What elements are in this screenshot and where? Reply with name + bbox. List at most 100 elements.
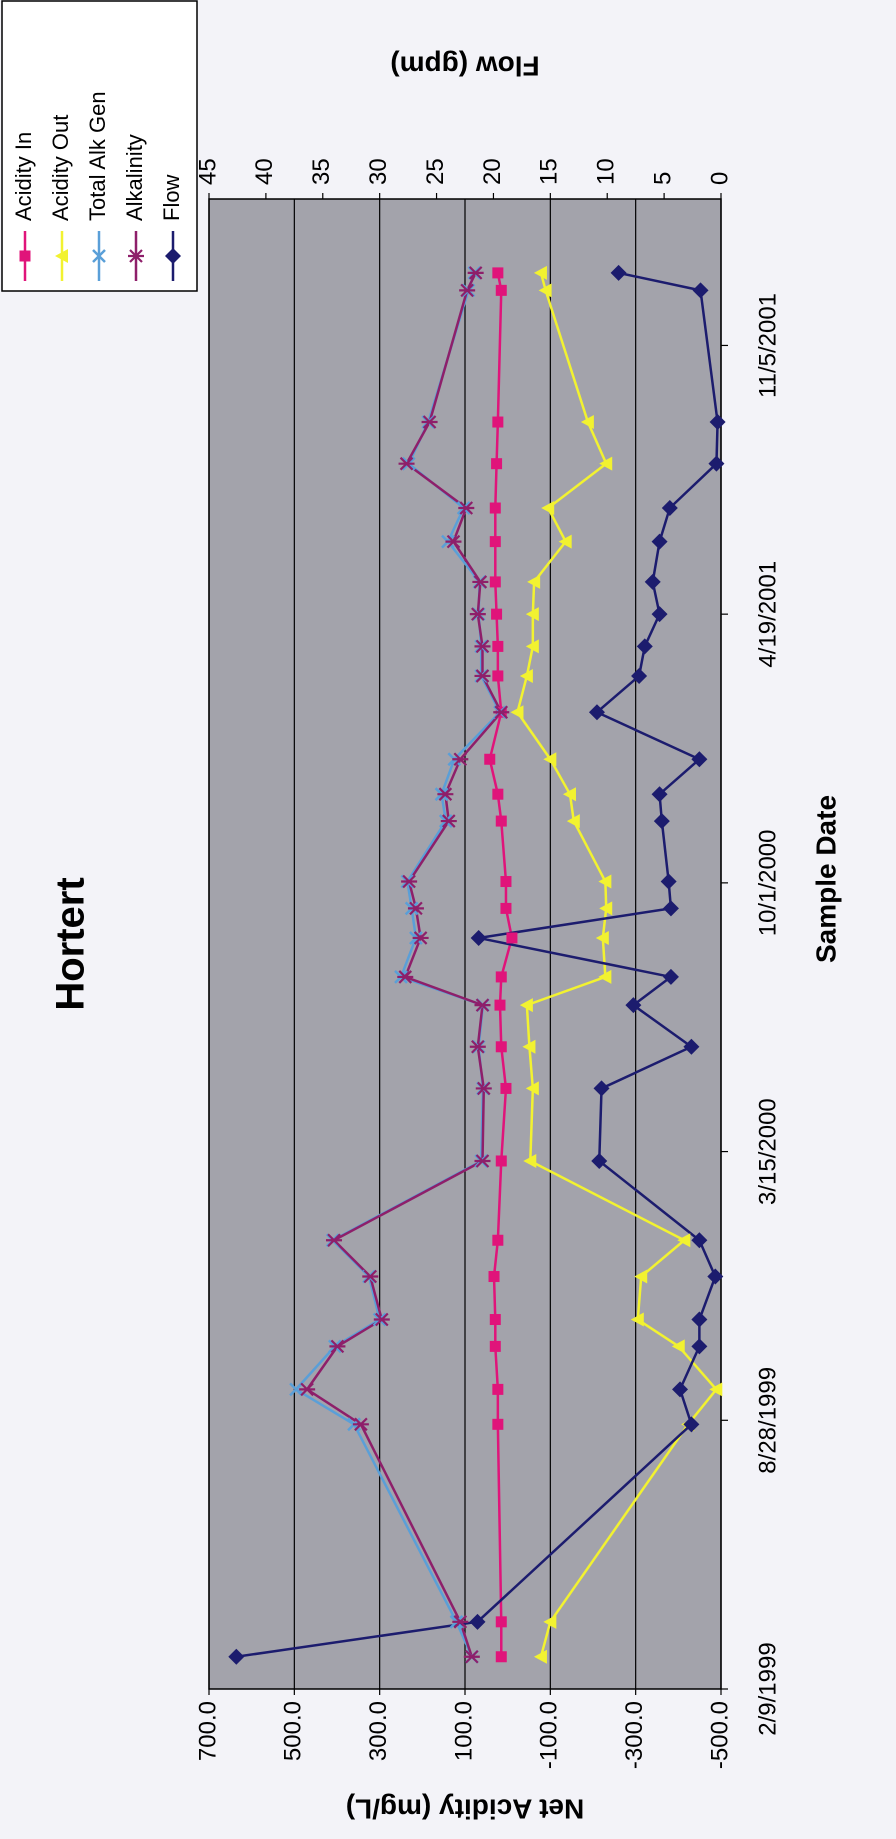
y-tick-label: 300.0 xyxy=(365,1701,392,1761)
y2-tick-label: 5 xyxy=(649,172,676,185)
data-marker xyxy=(651,606,668,623)
data-marker xyxy=(527,574,541,589)
x-axis-title: Sample Date xyxy=(810,795,841,963)
data-marker xyxy=(472,575,489,589)
data-marker xyxy=(543,752,557,767)
data-marker xyxy=(474,639,491,654)
data-marker xyxy=(533,1649,547,1664)
data-marker xyxy=(401,874,418,889)
y-axis-title: Net Acidity (mg/L) xyxy=(346,1794,585,1825)
data-marker xyxy=(525,607,539,622)
legend-label: Acidity Out xyxy=(48,115,73,221)
data-marker xyxy=(519,668,533,683)
data-marker xyxy=(475,1081,492,1096)
y2-tick-label: 10 xyxy=(593,158,620,185)
y2-tick-label: 0 xyxy=(706,172,733,185)
data-marker xyxy=(495,1651,507,1663)
data-marker xyxy=(495,1155,507,1167)
y-tick-label: -300.0 xyxy=(621,1701,648,1769)
y-tick-label: 100.0 xyxy=(450,1701,477,1761)
data-marker xyxy=(644,573,661,590)
y-tick-label: 700.0 xyxy=(194,1701,221,1761)
y2-tick-label: 35 xyxy=(308,158,335,185)
data-marker xyxy=(672,1381,689,1398)
plot-border xyxy=(208,198,722,1690)
data-marker xyxy=(558,534,572,549)
data-marker xyxy=(500,1082,512,1094)
data-marker xyxy=(595,930,609,945)
data-marker xyxy=(489,1340,501,1352)
data-marker xyxy=(707,1268,724,1285)
y2-axis-title: Flow (gpm) xyxy=(390,51,539,82)
y2-tick-label: 40 xyxy=(251,158,278,185)
data-marker xyxy=(599,901,613,916)
data-marker xyxy=(492,640,504,652)
data-marker xyxy=(634,1269,648,1284)
data-marker xyxy=(474,1154,491,1168)
data-marker xyxy=(458,501,475,515)
data-marker xyxy=(651,786,668,803)
data-marker xyxy=(495,815,507,827)
data-marker xyxy=(452,752,469,767)
data-marker xyxy=(598,874,612,889)
x-tick-label: 8/28/1999 xyxy=(754,1367,781,1474)
data-marker xyxy=(397,970,414,984)
data-marker xyxy=(691,1311,708,1328)
chart-title: Hortert xyxy=(49,877,93,1010)
data-marker xyxy=(533,265,547,280)
data-marker xyxy=(691,1338,708,1355)
data-marker xyxy=(329,1339,346,1354)
data-marker xyxy=(636,638,653,655)
data-marker xyxy=(566,814,580,829)
legend-label: Acidity In xyxy=(11,132,36,221)
data-marker xyxy=(489,536,501,548)
data-marker xyxy=(489,502,501,514)
legend-label: Alkalinity xyxy=(122,134,147,221)
data-marker xyxy=(495,284,507,296)
legend-marker xyxy=(19,250,31,262)
data-marker xyxy=(593,1080,610,1097)
data-marker xyxy=(661,500,678,517)
data-marker xyxy=(326,1233,343,1248)
data-marker xyxy=(691,751,708,768)
data-marker xyxy=(525,639,539,654)
x-tick-label: 2/9/1999 xyxy=(754,1642,781,1735)
data-marker xyxy=(362,1269,379,1284)
data-marker xyxy=(683,1416,700,1433)
series-line xyxy=(516,272,718,1658)
y2-tick-label: 45 xyxy=(194,158,221,185)
data-marker xyxy=(459,283,476,298)
data-marker xyxy=(492,670,504,682)
data-marker xyxy=(373,1312,390,1327)
data-marker xyxy=(440,814,457,828)
data-marker xyxy=(493,705,510,720)
data-marker xyxy=(625,997,642,1014)
legend-box xyxy=(1,0,198,292)
data-marker xyxy=(489,576,501,588)
data-marker xyxy=(691,1232,708,1249)
data-marker xyxy=(492,1383,504,1395)
x-tick-label: 4/19/2001 xyxy=(754,561,781,668)
data-marker xyxy=(474,998,491,1012)
data-marker xyxy=(522,1039,536,1054)
data-marker xyxy=(398,456,415,471)
data-marker xyxy=(437,787,454,801)
data-marker xyxy=(692,282,709,299)
x-tick-label: 3/15/2000 xyxy=(754,1098,781,1205)
data-marker xyxy=(492,788,504,800)
data-marker xyxy=(352,1417,369,1432)
legend-marker xyxy=(55,249,68,263)
data-marker xyxy=(662,968,679,985)
data-marker xyxy=(421,415,438,429)
data-marker xyxy=(683,1038,700,1055)
data-marker xyxy=(653,813,670,830)
data-marker xyxy=(662,900,679,917)
data-marker xyxy=(506,932,518,944)
data-marker xyxy=(500,876,512,888)
data-marker xyxy=(651,533,668,550)
data-marker xyxy=(538,283,552,298)
data-marker xyxy=(452,1615,469,1629)
data-marker xyxy=(523,1153,537,1168)
